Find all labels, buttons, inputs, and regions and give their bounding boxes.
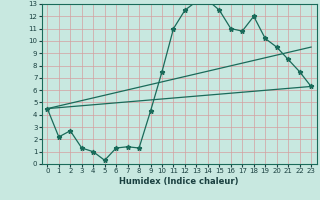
X-axis label: Humidex (Indice chaleur): Humidex (Indice chaleur) <box>119 177 239 186</box>
